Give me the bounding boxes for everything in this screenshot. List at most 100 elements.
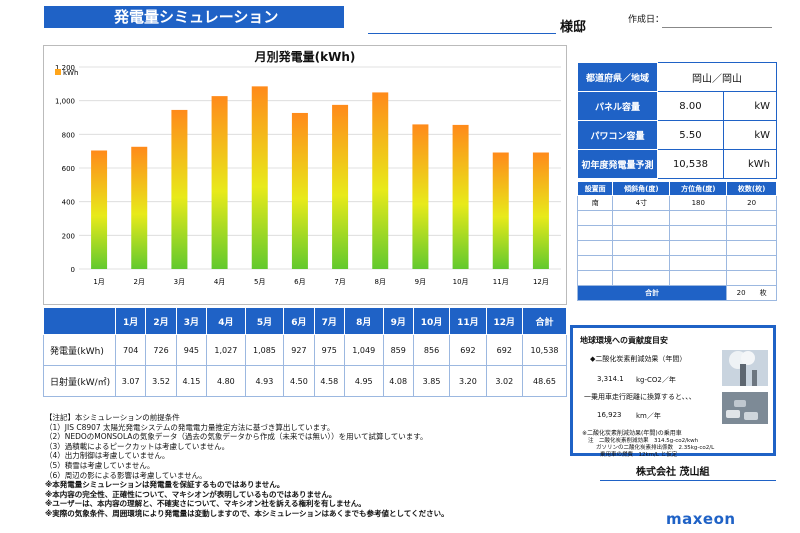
panel-cell: 180 bbox=[669, 195, 728, 211]
car-unit: km／年 bbox=[636, 412, 661, 420]
panel-cell bbox=[612, 255, 671, 271]
x-tick-label: 1月 bbox=[93, 278, 104, 286]
chart-title: 月別発電量(kWh) bbox=[254, 50, 356, 64]
bar-7 bbox=[332, 104, 349, 269]
chart-frame bbox=[43, 45, 567, 305]
month-cell: 10,538 bbox=[522, 334, 567, 366]
system-info-table: 都道府県／地域 岡山／岡山 パネル容量 8.00 kW パワコン容量 5.50 kW 初年度発電… bbox=[577, 62, 778, 179]
panel-cell bbox=[669, 270, 728, 286]
y-tick-label: 200 bbox=[62, 232, 75, 240]
month-cell: 4.50 bbox=[283, 365, 315, 397]
panel-cell bbox=[726, 225, 777, 241]
panel-layout-table: 設置面 傾斜角(度) 方位角(度) 枚数(枚) 南 4寸 180 20 合計 20 枚 bbox=[576, 181, 777, 301]
note-line: ※本発電量シミュレーションは発電量を保証するものではありません。 bbox=[45, 480, 285, 490]
panel-cell bbox=[576, 255, 614, 271]
month-cell: 4.80 bbox=[206, 365, 246, 397]
bar-9 bbox=[412, 124, 429, 269]
x-tick-label: 5月 bbox=[254, 278, 265, 286]
month-cell: 4.93 bbox=[244, 365, 285, 397]
bar-10 bbox=[452, 124, 469, 269]
panel-header: 設置面 bbox=[576, 181, 614, 196]
month-header: 10月 bbox=[412, 307, 451, 335]
notes-block: 【注記】本シミュレーションの前提条件 （1）JIS C8907 太陽光発電システム… bbox=[45, 413, 565, 519]
page-title: 発電量シミュレーション bbox=[44, 6, 344, 28]
panel-row bbox=[576, 210, 777, 226]
co2-heading: ◆二酸化炭素削減効果（年間） bbox=[590, 355, 687, 363]
month-header: 2月 bbox=[145, 307, 177, 335]
x-tick-label: 9月 bbox=[415, 278, 426, 286]
panel-cell bbox=[612, 210, 671, 226]
date-label: 作成日： bbox=[628, 15, 665, 25]
month-header: 12月 bbox=[485, 307, 524, 335]
date-line bbox=[662, 27, 772, 28]
month-header: 合計 bbox=[522, 307, 567, 335]
month-cell: 1,085 bbox=[244, 334, 285, 366]
panel-total-row: 合計 20 枚 bbox=[576, 285, 777, 301]
month-cell: 927 bbox=[283, 334, 315, 366]
month-cell: 692 bbox=[449, 334, 487, 366]
month-header: 1月 bbox=[114, 307, 147, 335]
panel-cell bbox=[726, 270, 777, 286]
y-tick-label: 800 bbox=[62, 131, 75, 139]
note-line: （1）JIS C8907 太陽光発電システムの発電電力量推定方法に基づき算出して… bbox=[45, 422, 335, 432]
bar-1 bbox=[91, 150, 108, 269]
month-cell: 692 bbox=[485, 334, 524, 366]
info-row: 都道府県／地域 岡山／岡山 bbox=[577, 62, 777, 92]
panel-cell bbox=[576, 210, 614, 226]
month-header: 3月 bbox=[175, 307, 208, 335]
month-cell: 3.02 bbox=[485, 365, 524, 397]
month-cell: 945 bbox=[175, 334, 208, 366]
month-header: 5月 bbox=[244, 307, 285, 335]
bar-3 bbox=[171, 109, 188, 269]
panel-cell: 20 bbox=[726, 195, 777, 211]
month-cell: 975 bbox=[313, 334, 345, 366]
panel-cell bbox=[576, 270, 614, 286]
note-line: ※実際の気象条件、周囲環境により発電量は変動しますので、本シミュレーションはあく… bbox=[45, 508, 449, 518]
x-tick-label: 2月 bbox=[134, 278, 145, 286]
panel-cell bbox=[669, 255, 728, 271]
month-header bbox=[43, 307, 116, 335]
note-line: （5）積雪は考慮していません。 bbox=[45, 460, 155, 470]
panel-cell bbox=[669, 240, 728, 256]
environment-box bbox=[570, 325, 776, 456]
month-cell: 1,049 bbox=[343, 334, 384, 366]
bar-11 bbox=[492, 152, 509, 269]
month-cell: 4.15 bbox=[175, 365, 208, 397]
month-cell: 726 bbox=[145, 334, 177, 366]
panel-row bbox=[576, 255, 777, 271]
maxeon-logo: maxeon bbox=[666, 510, 736, 528]
panel-cell bbox=[669, 210, 728, 226]
note-line: （3）過積載によるピークカットは考慮していません。 bbox=[45, 441, 230, 451]
panel-total-label: 合計 bbox=[576, 285, 728, 301]
panel-cell bbox=[576, 240, 614, 256]
panel-cell bbox=[612, 225, 671, 241]
month-cell: 4.95 bbox=[343, 365, 384, 397]
monthly-table: 1月 2月 3月 4月 5月 6月 7月 8月 9月 10月 11月 12月 合計 発電量(kWh) 70… bbox=[43, 307, 567, 397]
info-label: パワコン容量 bbox=[577, 120, 658, 150]
bar-2 bbox=[131, 146, 148, 269]
info-value: 岡山／岡山 bbox=[657, 62, 777, 92]
info-value: 5.50 bbox=[657, 120, 724, 150]
y-tick-label: 400 bbox=[62, 199, 75, 207]
cars-icon bbox=[722, 392, 768, 424]
panel-row: 南 4寸 180 20 bbox=[576, 195, 777, 211]
month-cell: 48.65 bbox=[522, 365, 567, 397]
panel-cell: 4寸 bbox=[612, 195, 671, 211]
x-tick-label: 7月 bbox=[334, 278, 345, 286]
info-row: パネル容量 8.00 kW bbox=[577, 91, 778, 121]
panel-cell bbox=[726, 210, 777, 226]
month-cell: 3.20 bbox=[449, 365, 487, 397]
month-header: 11月 bbox=[449, 307, 487, 335]
info-unit: kWh bbox=[722, 149, 778, 179]
month-row-label: 日射量(kW/㎡) bbox=[43, 365, 116, 397]
month-cell: 859 bbox=[382, 334, 414, 366]
env-note-4: 乗用車の燃費 12km/L と仮定 bbox=[600, 452, 678, 458]
panel-header: 枚数(枚) bbox=[726, 181, 777, 196]
env-note-3: ガソリンの二酸化炭素排出係数 2.35kg-co2/L bbox=[596, 445, 715, 451]
info-value: 8.00 bbox=[657, 91, 724, 121]
note-line: （6）周辺の影による影響は考慮していません。 bbox=[45, 470, 207, 480]
panel-cell bbox=[669, 225, 728, 241]
env-note-2: 注 二酸化炭素削減効果 314.5g-co2/kwh bbox=[588, 438, 699, 444]
month-cell: 856 bbox=[412, 334, 451, 366]
panel-header: 方位角(度) bbox=[669, 181, 728, 196]
